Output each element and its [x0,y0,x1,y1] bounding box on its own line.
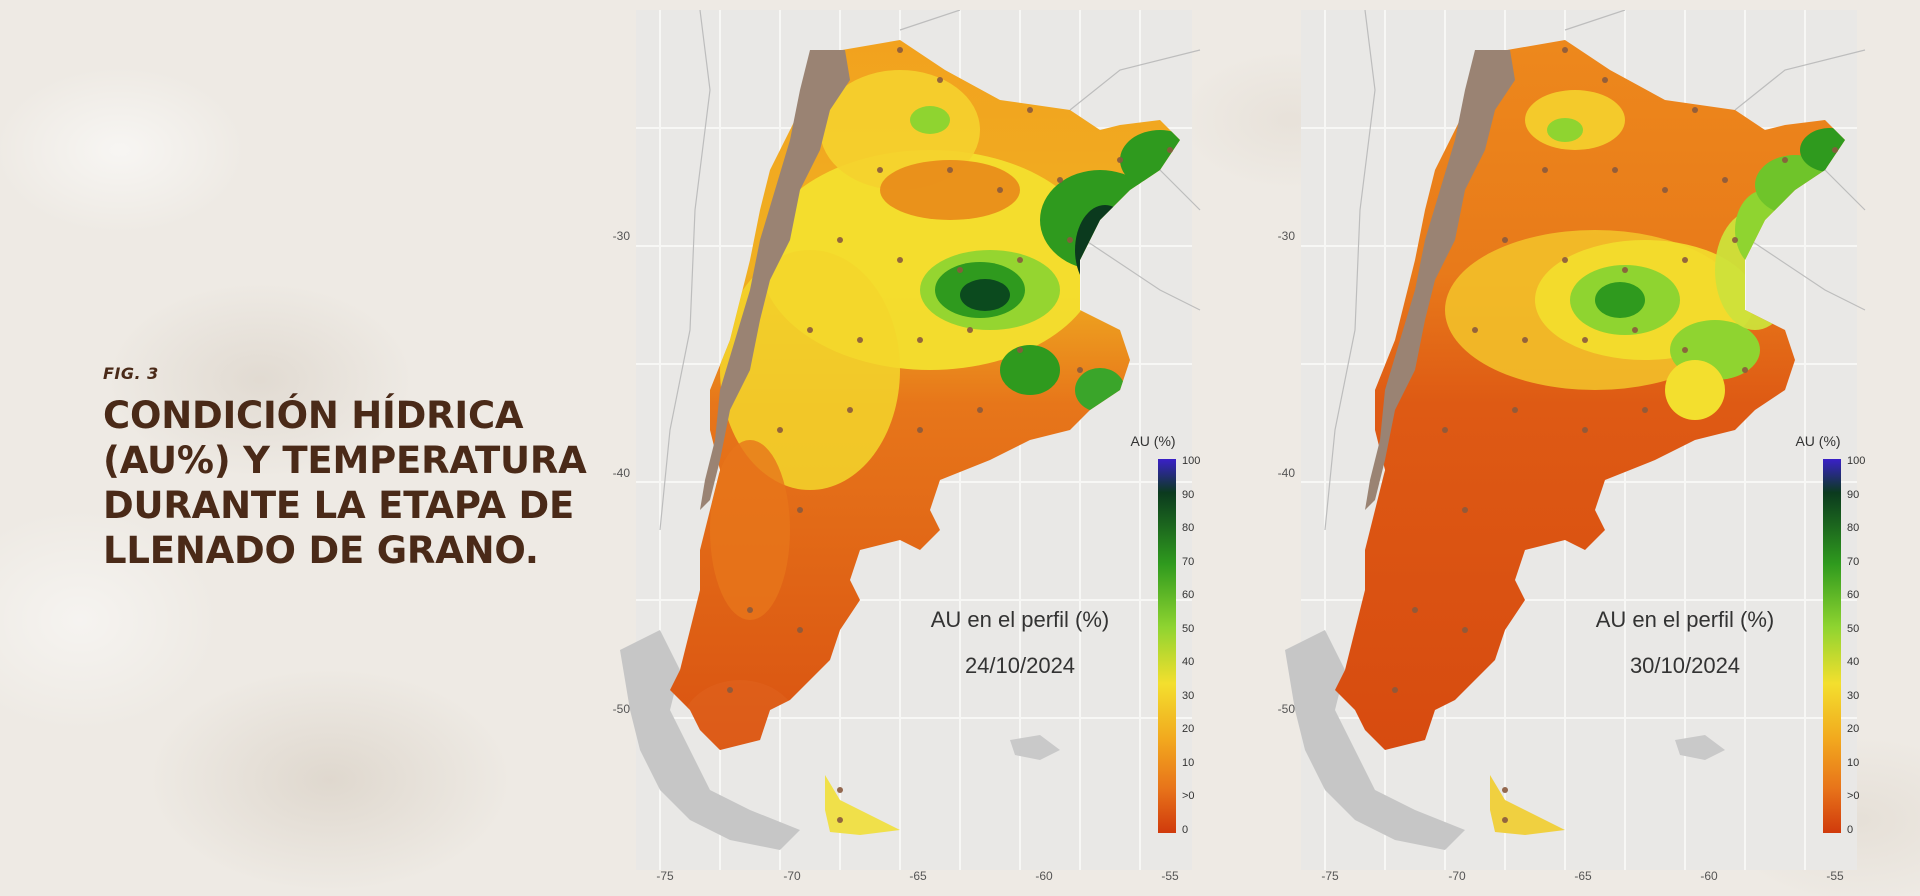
legend-tick: 10 [1182,757,1194,769]
lon-tick-label: -60 [1035,869,1053,883]
andes-mask [1365,50,1515,510]
lat-tick-label: -30 [613,229,631,243]
lat-tick-label: -50 [1278,702,1296,716]
tierra-del-fuego [825,775,900,835]
lat-tick-label: -30 [1278,229,1296,243]
southern-islands [620,630,800,850]
legend-tick: 0 [1182,824,1188,836]
map-date: 30/10/2024 [1630,653,1740,678]
lon-tick-label: -70 [783,869,801,883]
legend-tick: 60 [1182,589,1194,601]
lat-tick-label: -40 [613,466,631,480]
station-dots [727,47,1173,823]
lon-tick-label: -65 [1574,869,1592,883]
legend-tick: 90 [1847,489,1859,501]
map-annotation-title: AU en el perfil (%) [931,607,1110,632]
station-dots [1392,47,1838,823]
southern-islands [1285,630,1465,850]
legend-tick: >0 [1182,790,1195,802]
legend-tick: 60 [1847,589,1859,601]
legend-title: AU (%) [1130,433,1175,449]
legend-tick: >0 [1847,790,1860,802]
legend-tick: 90 [1182,489,1194,501]
lat-tick-label: -40 [1278,466,1296,480]
figure-title-line: LLENADO DE GRANO. [103,529,539,572]
figure-title-line: CONDICIÓN HÍDRICA [103,394,524,437]
map-annotation-title: AU en el perfil (%) [1596,607,1775,632]
lon-tick-label: -55 [1161,869,1179,883]
legend-colorbar [1158,459,1176,833]
figure-label: FIG. 3 [103,364,159,383]
legend-colorbar [1823,459,1841,833]
legend-title: AU (%) [1795,433,1840,449]
legend-tick: 30 [1182,690,1194,702]
legend-tick: 100 [1182,455,1200,467]
legend-tick: 20 [1847,723,1859,735]
legend-tick: 20 [1182,723,1194,735]
figure-title-line: DURANTE LA ETAPA DE [103,484,575,527]
map-date: 24/10/2024 [965,653,1075,678]
tierra-del-fuego [1490,775,1565,835]
legend-tick: 0 [1847,824,1853,836]
malvinas-islands [1010,735,1060,760]
figure-title: CONDICIÓN HÍDRICA (AU%) Y TEMPERATURA DU… [103,393,623,573]
legend-tick: 80 [1182,522,1194,534]
legend-tick: 10 [1847,757,1859,769]
soil-water-map-panel-1: AU en el perfil (%) 24/10/2024 AU (%) 10… [600,10,1220,886]
legend-tick: 30 [1847,690,1859,702]
lon-tick-label: -70 [1448,869,1466,883]
soil-water-map-panel-2: AU en el perfil (%) 30/10/2024 AU (%) 10… [1265,10,1885,886]
lon-tick-label: -60 [1700,869,1718,883]
malvinas-islands [1675,735,1725,760]
lon-tick-label: -75 [656,869,674,883]
legend-tick: 100 [1847,455,1865,467]
legend-tick: 50 [1182,623,1194,635]
legend-tick: 80 [1847,522,1859,534]
lon-tick-label: -65 [909,869,927,883]
legend-tick: 50 [1847,623,1859,635]
lon-tick-label: -55 [1826,869,1844,883]
legend-tick: 40 [1182,656,1194,668]
figure-title-line: (AU%) Y TEMPERATURA [103,439,587,482]
figure-caption: FIG. 3 CONDICIÓN HÍDRICA (AU%) Y TEMPERA… [103,364,623,573]
legend-tick: 70 [1847,556,1859,568]
legend-tick: 40 [1847,656,1859,668]
legend-tick: 70 [1182,556,1194,568]
lat-tick-label: -50 [613,702,631,716]
lon-tick-label: -75 [1321,869,1339,883]
andes-mask [700,50,850,510]
